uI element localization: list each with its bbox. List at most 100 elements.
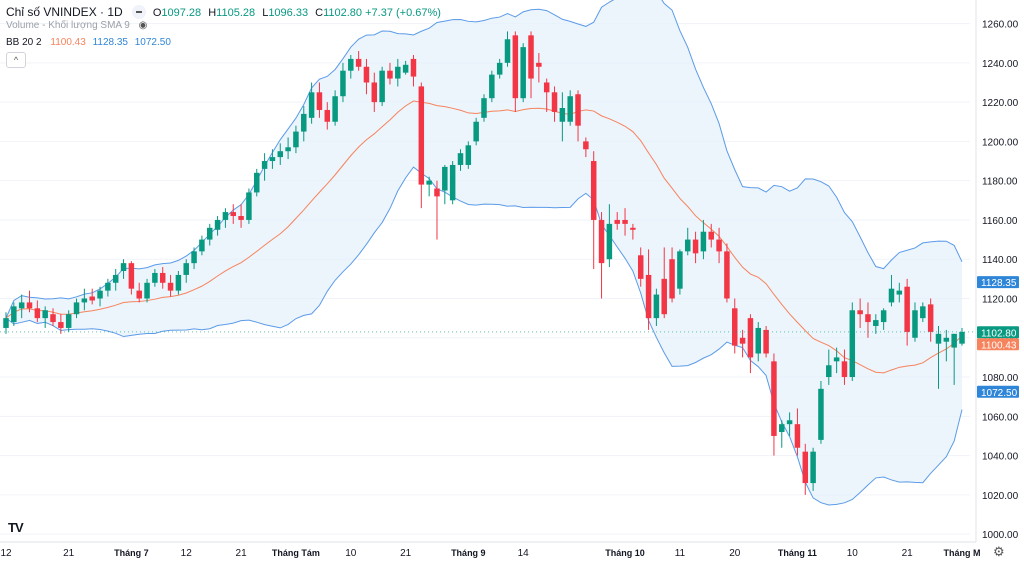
candle[interactable] — [246, 188, 252, 224]
candle[interactable] — [379, 66, 385, 107]
candle[interactable] — [912, 302, 918, 342]
candle[interactable] — [34, 300, 41, 323]
candle[interactable] — [18, 294, 25, 319]
candle[interactable] — [504, 31, 511, 67]
candle[interactable] — [528, 31, 534, 99]
candle[interactable] — [73, 298, 80, 319]
candle[interactable] — [606, 204, 613, 268]
candle[interactable] — [214, 216, 221, 236]
candle[interactable] — [340, 62, 346, 103]
candle[interactable] — [543, 78, 550, 112]
candle[interactable] — [199, 235, 205, 256]
candle[interactable] — [739, 329, 746, 358]
candle[interactable] — [457, 149, 464, 171]
candle[interactable] — [684, 227, 691, 256]
candle[interactable] — [112, 269, 119, 291]
candle[interactable] — [3, 312, 9, 334]
candle[interactable] — [873, 314, 879, 334]
candle[interactable] — [810, 447, 816, 491]
candle[interactable] — [802, 443, 809, 495]
candle[interactable] — [818, 380, 824, 444]
candle[interactable] — [732, 298, 738, 354]
candle[interactable] — [692, 231, 699, 264]
candle[interactable] — [551, 86, 558, 122]
candle[interactable] — [128, 261, 135, 295]
candle[interactable] — [880, 308, 887, 330]
candle[interactable] — [434, 180, 440, 240]
candle[interactable] — [301, 106, 307, 142]
candle[interactable] — [943, 329, 950, 362]
candle[interactable] — [661, 247, 667, 319]
candle[interactable] — [11, 302, 17, 326]
candle[interactable] — [841, 349, 848, 385]
candle[interactable] — [418, 82, 425, 209]
candle[interactable] — [42, 306, 48, 328]
candle[interactable] — [536, 53, 542, 83]
candle[interactable] — [771, 353, 777, 456]
candle[interactable] — [269, 149, 276, 169]
candle[interactable] — [363, 58, 370, 95]
candle[interactable] — [26, 290, 33, 313]
candle[interactable] — [324, 102, 331, 130]
candle[interactable] — [857, 298, 863, 328]
candle[interactable] — [888, 274, 895, 307]
candle[interactable] — [175, 271, 182, 295]
candle[interactable] — [191, 247, 197, 270]
candle[interactable] — [449, 161, 456, 205]
candle[interactable] — [402, 60, 409, 75]
candle[interactable] — [567, 90, 573, 126]
candle[interactable] — [708, 223, 714, 248]
candle[interactable] — [136, 282, 142, 303]
candle[interactable] — [833, 347, 840, 374]
candle[interactable] — [465, 141, 472, 169]
candle[interactable] — [144, 278, 150, 303]
candle[interactable] — [645, 249, 652, 330]
candle[interactable] — [426, 176, 432, 197]
candle[interactable] — [316, 82, 323, 118]
candle[interactable] — [598, 212, 605, 299]
candle[interactable] — [58, 314, 64, 334]
candle[interactable] — [308, 82, 315, 124]
candle[interactable] — [669, 247, 675, 303]
candle[interactable] — [496, 58, 503, 79]
candle[interactable] — [794, 408, 801, 456]
candle[interactable] — [583, 137, 589, 158]
candle[interactable] — [716, 227, 722, 264]
candle[interactable] — [332, 90, 338, 126]
candle[interactable] — [896, 282, 903, 303]
eye-hidden-icon[interactable]: ◉ — [138, 20, 148, 31]
candle[interactable] — [865, 302, 871, 338]
candle[interactable] — [285, 137, 291, 160]
candle[interactable] — [152, 269, 158, 287]
candle[interactable] — [927, 298, 934, 342]
collapse-legend-button[interactable]: ^ — [6, 52, 26, 68]
candle[interactable] — [489, 70, 495, 103]
candle[interactable] — [206, 223, 213, 246]
candle[interactable] — [167, 274, 174, 297]
candle[interactable] — [230, 204, 236, 224]
candle[interactable] — [222, 208, 229, 228]
candle[interactable] — [637, 247, 644, 287]
candle[interactable] — [261, 153, 268, 181]
candle[interactable] — [779, 420, 785, 448]
candle[interactable] — [371, 72, 378, 112]
candle[interactable] — [512, 31, 519, 112]
candle[interactable] — [50, 308, 56, 326]
candle[interactable] — [105, 278, 111, 297]
candle[interactable] — [355, 51, 362, 71]
candle[interactable] — [849, 302, 856, 381]
candle[interactable] — [590, 151, 597, 270]
candle[interactable] — [826, 349, 832, 385]
candle[interactable] — [183, 259, 189, 283]
candle[interactable] — [630, 223, 636, 240]
candle[interactable] — [559, 92, 566, 142]
candle[interactable] — [959, 327, 965, 346]
candle[interactable] — [920, 302, 926, 323]
candle[interactable] — [473, 117, 479, 146]
candle[interactable] — [159, 267, 166, 289]
more-options-icon[interactable] — [131, 5, 146, 20]
candle[interactable] — [254, 168, 260, 197]
candle[interactable] — [120, 259, 127, 279]
tradingview-logo-icon[interactable]: TV — [8, 520, 24, 535]
